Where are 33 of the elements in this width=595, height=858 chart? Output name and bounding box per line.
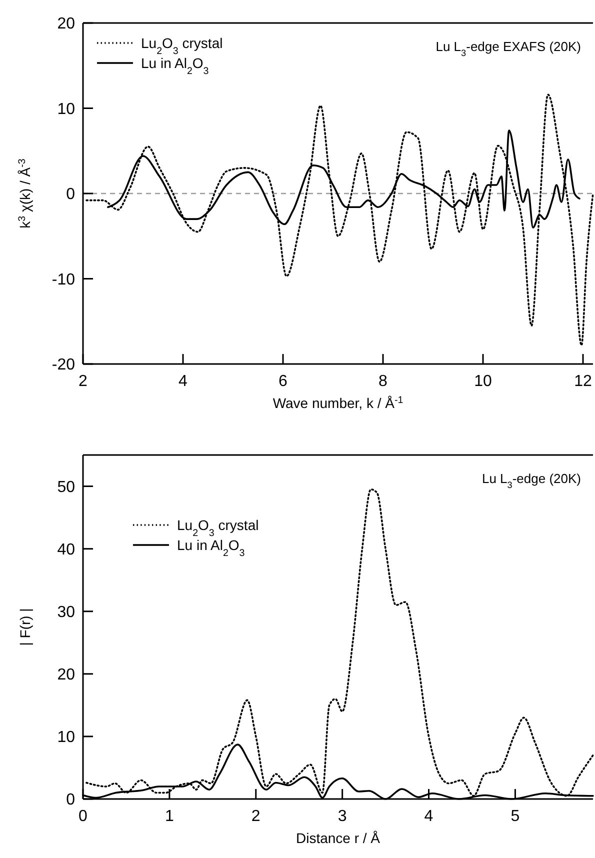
- x-tick-label: 2: [251, 808, 260, 825]
- y-tick-label: 40: [57, 541, 76, 558]
- y-tick-label: 50: [57, 478, 76, 496]
- x-tick-label: 8: [378, 373, 388, 390]
- y-tick-label: -20: [52, 356, 76, 374]
- line-series: [107, 130, 580, 228]
- x-tick-label: 6: [278, 373, 288, 390]
- x-axis-title: Wave number, k / Å$^{-1}$: [272, 394, 404, 411]
- x-tick-label: 4: [178, 373, 188, 390]
- x-tick-label: 0: [78, 808, 88, 825]
- x-tick-label: 10: [474, 373, 492, 390]
- text: Lu L$_{3}$-edge (20K): [482, 471, 581, 490]
- x-tick-label: 1: [164, 808, 174, 825]
- legend-label: Lu in Al$_{2}$O$_{3}$: [141, 54, 210, 76]
- y-tick-label: 20: [57, 16, 76, 33]
- text: Lu L$_{3}$-edge EXAFS (20K): [436, 39, 581, 58]
- x-tick-label: 12: [574, 373, 592, 390]
- legend-label: Lu$_{2}$O$_{3}$ crystal: [177, 516, 259, 538]
- y-tick-label: 20: [57, 666, 76, 684]
- y-tick-label: 0: [66, 186, 76, 204]
- legend-label: Lu$_{2}$O$_{3}$ crystal: [141, 34, 223, 56]
- y-tick-label: 10: [57, 729, 76, 746]
- y-tick-label: 0: [66, 792, 76, 809]
- x-axis-title: Distance r / Å: [296, 830, 381, 846]
- x-tick-label: 4: [424, 808, 434, 825]
- y-tick-label: 10: [57, 100, 76, 118]
- x-tick-label: 3: [338, 808, 347, 825]
- legend-label: Lu in Al$_{2}$O$_{3}$: [177, 536, 246, 558]
- x-tick-label: 2: [78, 373, 88, 390]
- x-tick-label: 5: [510, 808, 520, 825]
- y-tick-label: -10: [52, 271, 76, 288]
- y-axis-title: | F(r) |: [17, 608, 33, 646]
- y-tick-label: 30: [57, 604, 76, 621]
